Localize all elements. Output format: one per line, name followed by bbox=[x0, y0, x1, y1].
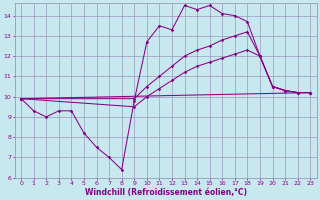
X-axis label: Windchill (Refroidissement éolien,°C): Windchill (Refroidissement éolien,°C) bbox=[85, 188, 247, 197]
